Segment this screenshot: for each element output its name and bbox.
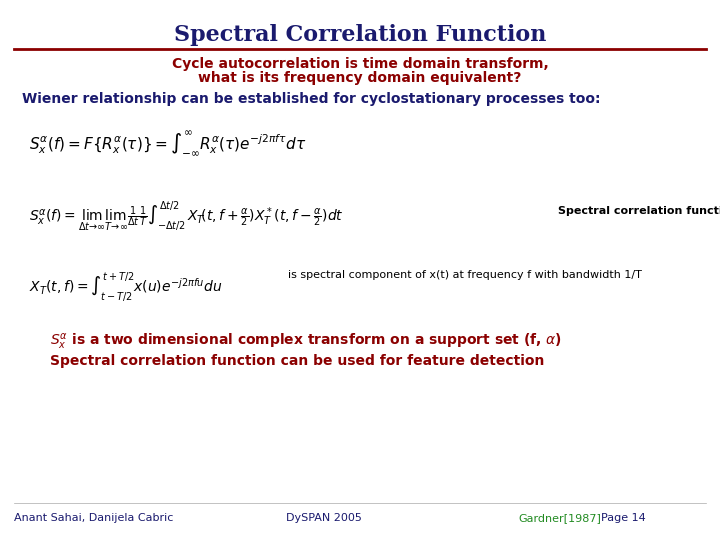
Text: $S_x^{\alpha}(f) = F\{R_x^{\alpha}(\tau)\} = \int_{-\infty}^{\infty} R_x^{\alpha: $S_x^{\alpha}(f) = F\{R_x^{\alpha}(\tau)…	[29, 130, 306, 159]
Text: $S_x^{\alpha}$ is a two dimensional complex transform on a support set (f, $\alp: $S_x^{\alpha}$ is a two dimensional comp…	[50, 332, 562, 352]
Text: what is its frequency domain equivalent?: what is its frequency domain equivalent?	[198, 71, 522, 85]
Text: Spectral correlation function: Spectral correlation function	[558, 206, 720, 217]
Text: is spectral component of x(t) at frequency f with bandwidth 1/T: is spectral component of x(t) at frequen…	[288, 270, 642, 280]
Text: $X_T(t, f) = \int_{t-T/2}^{t+T/2} x(u)e^{-j2\pi fu}du$: $X_T(t, f) = \int_{t-T/2}^{t+T/2} x(u)e^…	[29, 270, 222, 303]
Text: Gardner[1987]: Gardner[1987]	[518, 512, 601, 523]
Text: $S_x^{\alpha}(f) = \lim_{\Delta t \to \infty} \lim_{T \to \infty} \frac{1}{\Delt: $S_x^{\alpha}(f) = \lim_{\Delta t \to \i…	[29, 200, 343, 234]
Text: Spectral correlation function can be used for feature detection: Spectral correlation function can be use…	[50, 354, 545, 368]
Text: DySPAN 2005: DySPAN 2005	[286, 512, 362, 523]
Text: Anant Sahai, Danijela Cabric: Anant Sahai, Danijela Cabric	[14, 512, 174, 523]
Text: Wiener relationship can be established for cyclostationary processes too:: Wiener relationship can be established f…	[22, 92, 600, 106]
Text: Page 14: Page 14	[601, 512, 646, 523]
Text: Spectral Correlation Function: Spectral Correlation Function	[174, 24, 546, 46]
Text: Cycle autocorrelation is time domain transform,: Cycle autocorrelation is time domain tra…	[171, 57, 549, 71]
